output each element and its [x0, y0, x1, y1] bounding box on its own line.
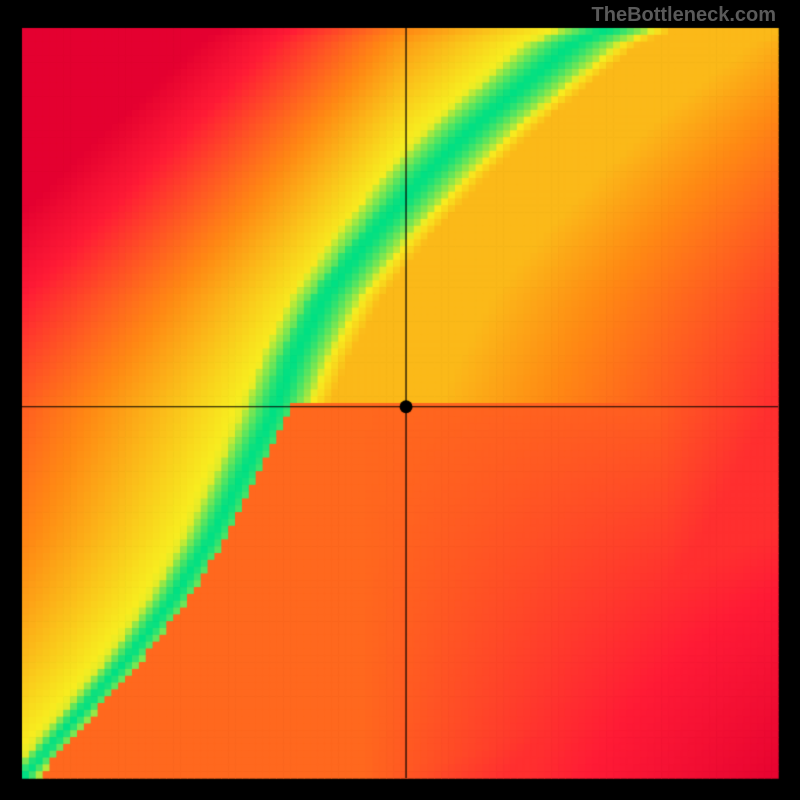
watermark-text: TheBottleneck.com [592, 4, 776, 27]
chart-container: TheBottleneck.com [0, 0, 800, 800]
bottleneck-heatmap [0, 0, 800, 800]
